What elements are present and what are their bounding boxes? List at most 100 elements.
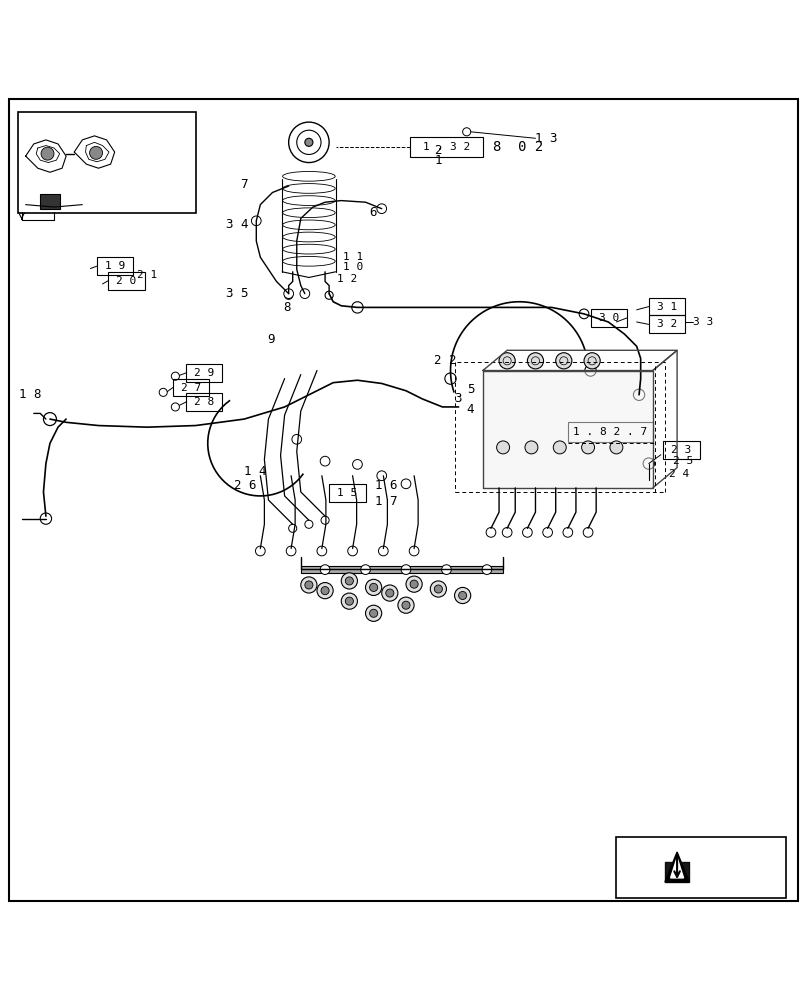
Circle shape	[360, 565, 370, 574]
Bar	[108, 272, 144, 290]
Bar	[18, 112, 195, 213]
Text: 3 5: 3 5	[226, 287, 248, 300]
Circle shape	[251, 216, 261, 226]
Text: 2 3: 2 3	[671, 445, 691, 455]
Circle shape	[385, 589, 393, 597]
Circle shape	[381, 585, 397, 601]
Circle shape	[409, 546, 418, 556]
Ellipse shape	[282, 232, 335, 242]
Text: 1 1: 1 1	[342, 252, 363, 262]
Text: 1 6: 1 6	[375, 479, 397, 492]
Circle shape	[496, 441, 509, 454]
Circle shape	[345, 577, 353, 585]
Circle shape	[410, 580, 418, 588]
Bar	[663, 441, 699, 459]
Polygon shape	[670, 858, 683, 878]
Circle shape	[320, 587, 328, 595]
Polygon shape	[483, 371, 652, 488]
Text: 3 1: 3 1	[656, 302, 676, 312]
Circle shape	[365, 605, 381, 621]
Ellipse shape	[282, 208, 335, 218]
Ellipse shape	[282, 244, 335, 254]
Circle shape	[341, 593, 357, 609]
Circle shape	[458, 591, 466, 600]
Circle shape	[376, 204, 386, 214]
Circle shape	[255, 546, 265, 556]
Circle shape	[284, 289, 293, 299]
Text: 1 3: 1 3	[534, 132, 557, 145]
Text: 2 9: 2 9	[194, 368, 214, 378]
Circle shape	[582, 528, 592, 537]
Text: 2 1: 2 1	[137, 270, 157, 280]
Circle shape	[583, 353, 599, 369]
Circle shape	[316, 546, 326, 556]
Ellipse shape	[282, 196, 335, 205]
Polygon shape	[664, 852, 689, 882]
Text: 1 7: 1 7	[375, 495, 397, 508]
Text: 2: 2	[434, 144, 441, 157]
Text: 1 8: 1 8	[19, 388, 41, 401]
Bar	[300, 566, 503, 573]
Circle shape	[454, 587, 470, 604]
Text: 3 3: 3 3	[693, 317, 713, 327]
Circle shape	[524, 441, 537, 454]
Bar	[648, 298, 684, 315]
Text: 8  0 2: 8 0 2	[493, 140, 543, 154]
Circle shape	[347, 546, 357, 556]
Text: 1: 1	[434, 154, 441, 167]
Circle shape	[299, 289, 309, 299]
Circle shape	[44, 413, 56, 426]
Bar	[173, 379, 209, 396]
Text: 4: 4	[466, 403, 474, 416]
Circle shape	[288, 524, 296, 532]
Circle shape	[552, 441, 565, 454]
Circle shape	[304, 581, 312, 589]
Ellipse shape	[282, 220, 335, 230]
Circle shape	[441, 565, 451, 574]
Text: 2 7: 2 7	[181, 383, 201, 393]
Text: 2 2: 2 2	[434, 354, 457, 367]
Circle shape	[444, 373, 456, 384]
Circle shape	[401, 601, 410, 609]
Text: 8: 8	[283, 301, 290, 314]
Text: 1 . 8 2 . 7: 1 . 8 2 . 7	[573, 427, 646, 437]
Text: 5: 5	[466, 383, 474, 396]
Circle shape	[578, 309, 588, 319]
Circle shape	[345, 597, 353, 605]
Circle shape	[434, 585, 442, 593]
Circle shape	[304, 138, 312, 146]
Circle shape	[522, 528, 531, 537]
Bar	[616, 837, 785, 898]
Text: 3 0: 3 0	[598, 313, 618, 323]
Bar	[328, 484, 365, 502]
Circle shape	[482, 565, 491, 574]
Circle shape	[369, 609, 377, 617]
Circle shape	[320, 516, 328, 524]
Circle shape	[401, 565, 410, 574]
Circle shape	[397, 597, 414, 613]
Circle shape	[542, 528, 551, 537]
Bar	[567, 422, 652, 442]
Bar	[648, 315, 684, 333]
Circle shape	[365, 579, 381, 595]
Bar	[410, 137, 483, 157]
Circle shape	[486, 528, 496, 537]
Text: 2 6: 2 6	[234, 479, 256, 492]
Circle shape	[41, 147, 54, 160]
Circle shape	[584, 365, 595, 376]
Circle shape	[609, 441, 622, 454]
Text: 7: 7	[240, 178, 247, 191]
Text: 1 0: 1 0	[342, 262, 363, 272]
Circle shape	[304, 520, 312, 528]
Circle shape	[41, 513, 51, 524]
Text: 1 5: 1 5	[337, 488, 357, 498]
Bar	[186, 364, 222, 382]
Text: 1 . 3 2: 1 . 3 2	[423, 142, 470, 152]
Text: 9: 9	[267, 333, 274, 346]
Circle shape	[286, 546, 295, 556]
Circle shape	[369, 583, 377, 591]
Text: 3 2: 3 2	[656, 319, 676, 329]
Circle shape	[581, 441, 594, 454]
Text: 3 4: 3 4	[226, 218, 248, 231]
Bar	[97, 257, 133, 275]
